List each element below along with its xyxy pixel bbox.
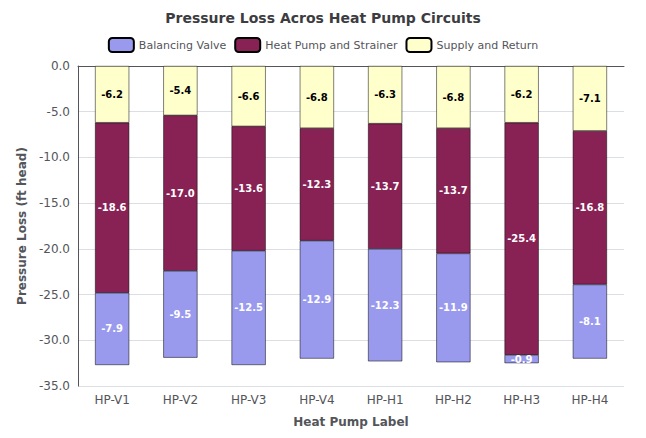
svg-text:-7.9: -7.9 — [101, 323, 123, 334]
svg-text:-5.0: -5.0 — [47, 105, 70, 119]
svg-text:-6.2: -6.2 — [511, 89, 533, 100]
svg-text:Pressure Loss Acros Heat Pump: Pressure Loss Acros Heat Pump Circuits — [165, 10, 481, 26]
svg-text:-13.7: -13.7 — [371, 181, 400, 192]
svg-text:Balancing Valve: Balancing Valve — [139, 39, 227, 52]
svg-text:-35.0: -35.0 — [39, 379, 70, 393]
svg-text:-0.9: -0.9 — [511, 354, 533, 365]
svg-text:-5.4: -5.4 — [169, 85, 191, 96]
svg-text:-9.5: -9.5 — [169, 309, 191, 320]
svg-text:-16.8: -16.8 — [575, 202, 604, 213]
svg-text:Heat Pump Label: Heat Pump Label — [293, 415, 408, 429]
svg-text:-12.5: -12.5 — [234, 302, 263, 313]
svg-text:Pressure Loss (ft head): Pressure Loss (ft head) — [15, 147, 29, 305]
svg-text:-15.0: -15.0 — [39, 196, 70, 210]
svg-text:HP-V4: HP-V4 — [299, 393, 334, 407]
svg-text:-6.6: -6.6 — [238, 91, 260, 102]
svg-text:-10.0: -10.0 — [39, 150, 70, 164]
svg-text:-30.0: -30.0 — [39, 333, 70, 347]
svg-text:Heat Pump and Strainer: Heat Pump and Strainer — [265, 39, 398, 52]
svg-text:HP-H3: HP-H3 — [503, 393, 540, 407]
svg-text:-6.8: -6.8 — [442, 92, 464, 103]
svg-text:-13.6: -13.6 — [234, 183, 263, 194]
svg-text:-11.9: -11.9 — [439, 302, 468, 313]
svg-text:-12.3: -12.3 — [371, 300, 400, 311]
svg-text:HP-H2: HP-H2 — [435, 393, 472, 407]
svg-text:-6.8: -6.8 — [306, 92, 328, 103]
svg-text:-12.9: -12.9 — [302, 294, 331, 305]
svg-text:-18.6: -18.6 — [98, 202, 127, 213]
svg-text:-6.3: -6.3 — [374, 89, 396, 100]
svg-text:0.0: 0.0 — [51, 59, 70, 73]
svg-text:HP-V2: HP-V2 — [163, 393, 198, 407]
svg-text:-25.4: -25.4 — [507, 233, 536, 244]
svg-text:-13.7: -13.7 — [439, 185, 468, 196]
svg-text:HP-V3: HP-V3 — [231, 393, 266, 407]
svg-text:HP-H1: HP-H1 — [367, 393, 404, 407]
svg-text:Supply and Return: Supply and Return — [436, 39, 538, 52]
svg-text:HP-V1: HP-V1 — [94, 393, 129, 407]
svg-text:-7.1: -7.1 — [579, 93, 601, 104]
svg-text:-8.1: -8.1 — [579, 316, 601, 327]
svg-text:-20.0: -20.0 — [39, 242, 70, 256]
svg-text:-17.0: -17.0 — [166, 188, 195, 199]
svg-text:-6.2: -6.2 — [101, 89, 123, 100]
svg-text:-12.3: -12.3 — [302, 179, 331, 190]
svg-text:HP-H4: HP-H4 — [571, 393, 608, 407]
svg-text:-25.0: -25.0 — [39, 288, 70, 302]
